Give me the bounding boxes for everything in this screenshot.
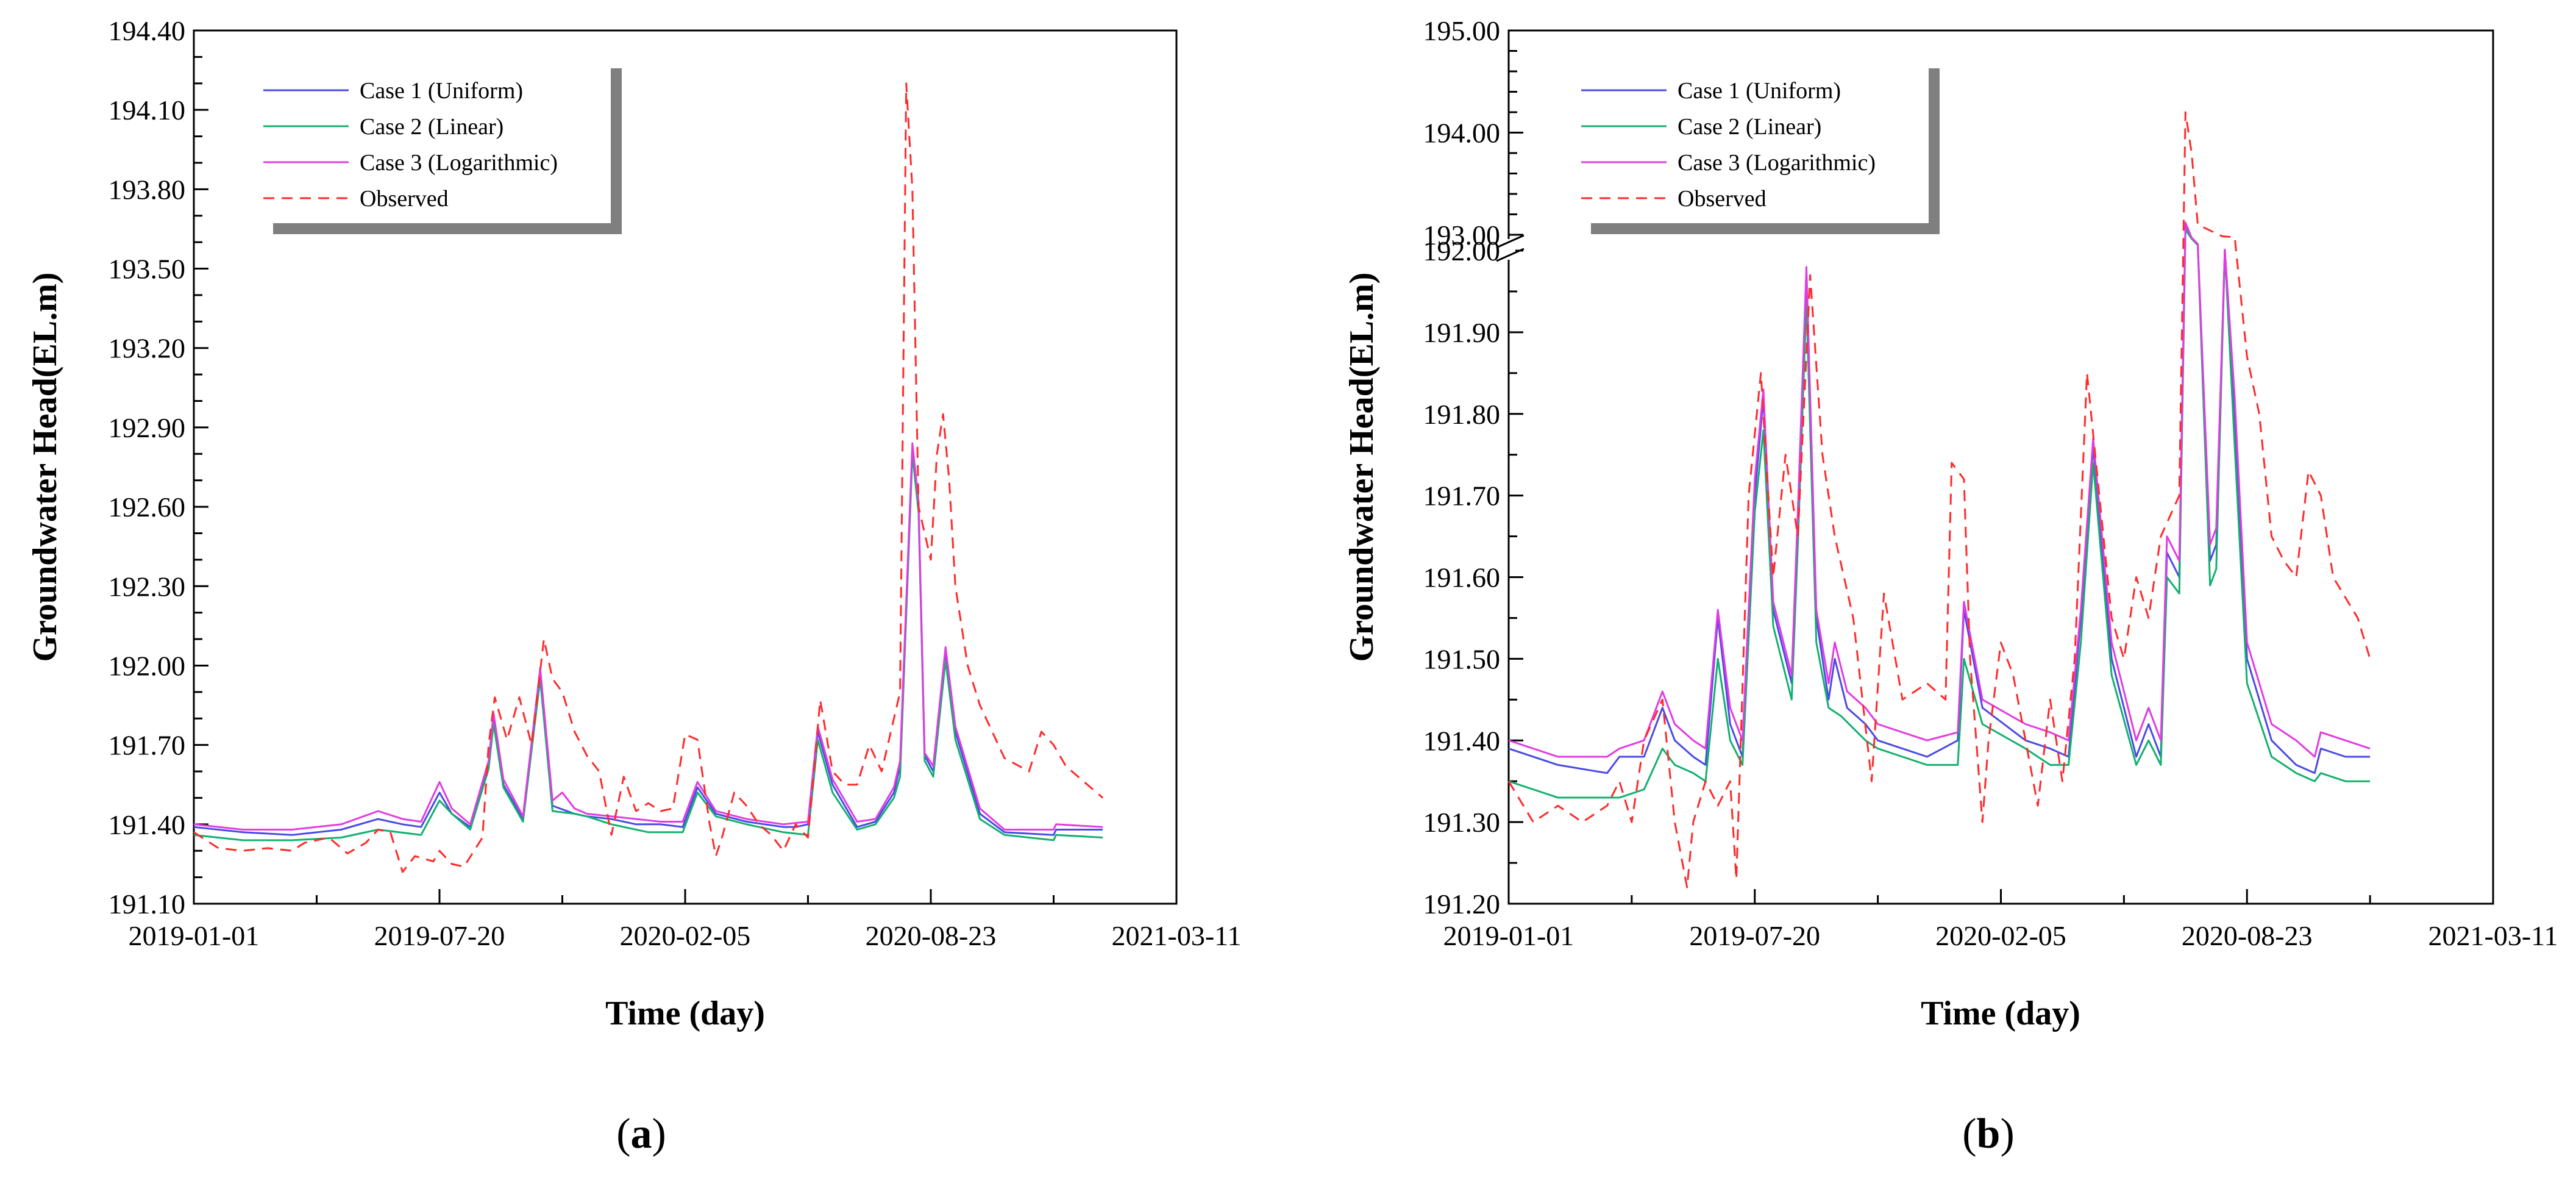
- legend-label-case3: Case 3 (Logarithmic): [1678, 150, 1876, 176]
- x-tick-labels: 2019-01-01 2019-07-20 2020-02-05 2020-08-23…: [1443, 920, 2558, 951]
- y-tick-label: 194.10: [109, 95, 186, 126]
- panel-label-letter: b: [1977, 1110, 2001, 1157]
- y-tick-label: 191.80: [1423, 399, 1501, 430]
- legend-label-case2: Case 2 (Linear): [1678, 114, 1821, 140]
- y-tick-label: 192.90: [109, 412, 186, 443]
- series-lines: [193, 82, 1104, 873]
- y-axis-title: Groundwater Head(EL.m): [26, 273, 64, 662]
- legend-label-case1: Case 1 (Uniform): [1678, 78, 1841, 104]
- series-line-case1: [193, 448, 1103, 836]
- y-tick-label: 191.10: [109, 888, 186, 920]
- legend-label-case2: Case 2 (Linear): [360, 114, 503, 140]
- chart-panel-a: 191.10 191.40 191.70 192.00 192.30 192.60 192.…: [26, 15, 1241, 1157]
- legend-label-observed: Observed: [1678, 186, 1767, 212]
- y-tick-label: 191.90: [1423, 317, 1501, 348]
- series-line-case1: [1508, 223, 2371, 774]
- y-tick-label: 192.30: [109, 571, 186, 602]
- y-tick-label: 191.60: [1423, 562, 1501, 593]
- y-tick-label: 192.60: [109, 491, 186, 523]
- y-axis-break: [1496, 234, 1525, 262]
- legend-label-case1: Case 1 (Uniform): [360, 78, 523, 104]
- axis-break-mark-lower: [1496, 248, 1525, 262]
- legend-label-observed: Observed: [360, 186, 449, 212]
- x-tick-label: 2019-01-01: [129, 920, 260, 951]
- panel-label-open: (: [616, 1110, 630, 1157]
- axis-break-mark-upper: [1496, 234, 1525, 249]
- panel-label-a: (a): [616, 1110, 666, 1157]
- panel-label-close: ): [2000, 1110, 2014, 1157]
- series-line-case2: [193, 452, 1103, 842]
- y-tick-label: 191.30: [1423, 807, 1501, 838]
- legend-box: [262, 57, 611, 223]
- legend-label-case3: Case 3 (Logarithmic): [360, 150, 558, 176]
- x-tick-label: 2019-01-01: [1443, 920, 1574, 951]
- panel-label-close: ): [652, 1110, 666, 1157]
- panel-label-letter: a: [631, 1110, 652, 1157]
- x-tick-labels: 2019-01-01 2019-07-20 2020-02-05 2020-08-23…: [129, 920, 1242, 951]
- x-axis-title: Time (day): [1921, 995, 2080, 1032]
- legend: Case 1 (Uniform) Case 2 (Linear) Case 3 …: [1580, 57, 1940, 234]
- y-tick-label: 194.00: [1423, 118, 1501, 149]
- chart-panel-b: 191.20 191.30 191.40 191.50 191.60 191.70 191.…: [1343, 15, 2558, 1157]
- y-tick-label: 191.70: [109, 730, 186, 761]
- y-tick-label: 191.40: [1423, 725, 1501, 756]
- x-tick-label: 2020-08-23: [866, 920, 997, 951]
- y-tick-label: 193.00: [1423, 220, 1501, 251]
- y-tick-label: 191.50: [1423, 643, 1501, 674]
- y-tick-label: 192.00: [109, 650, 186, 681]
- y-tick-labels: 191.10 191.40 191.70 192.00 192.30 192.60 192.…: [109, 15, 186, 920]
- y-tick-label: 192.00: [1423, 235, 1501, 266]
- x-axis-title: Time (day): [605, 995, 765, 1032]
- y-tick-label: 193.50: [109, 254, 186, 285]
- legend-box: [1580, 57, 1929, 223]
- panel-label-b: (b): [1962, 1110, 2015, 1157]
- series-line-case3: [193, 442, 1103, 831]
- x-tick-label: 2019-07-20: [374, 920, 505, 951]
- y-tick-label: 193.20: [109, 333, 186, 364]
- series-line-observed: [193, 82, 1104, 873]
- series-lines: [1507, 111, 2371, 888]
- series-line-case3: [1508, 221, 2371, 758]
- y-tick-label: 191.70: [1423, 481, 1501, 512]
- x-tick-label: 2021-03-11: [1112, 920, 1242, 951]
- x-tick-label: 2021-03-11: [2428, 920, 2558, 951]
- y-tick-label: 193.80: [109, 174, 186, 205]
- x-tick-label: 2020-02-05: [1935, 920, 2066, 951]
- x-tick-label: 2019-07-20: [1689, 920, 1820, 951]
- y-tick-label: 191.20: [1423, 888, 1501, 920]
- x-tick-label: 2020-08-23: [2182, 920, 2313, 951]
- series-line-observed: [1507, 111, 2371, 888]
- y-axis-title: Groundwater Head(EL.m): [1343, 273, 1381, 662]
- y-tick-label: 195.00: [1423, 15, 1501, 46]
- y-tick-label: 191.40: [109, 809, 186, 840]
- y-tick-label: 194.40: [109, 15, 186, 46]
- y-tick-labels: 191.20 191.30 191.40 191.50 191.60 191.70 191.…: [1423, 15, 1501, 920]
- x-tick-label: 2020-02-05: [620, 920, 751, 951]
- panel-label-open: (: [1962, 1110, 1976, 1157]
- legend: Case 1 (Uniform) Case 2 (Linear) Case 3 …: [262, 57, 622, 234]
